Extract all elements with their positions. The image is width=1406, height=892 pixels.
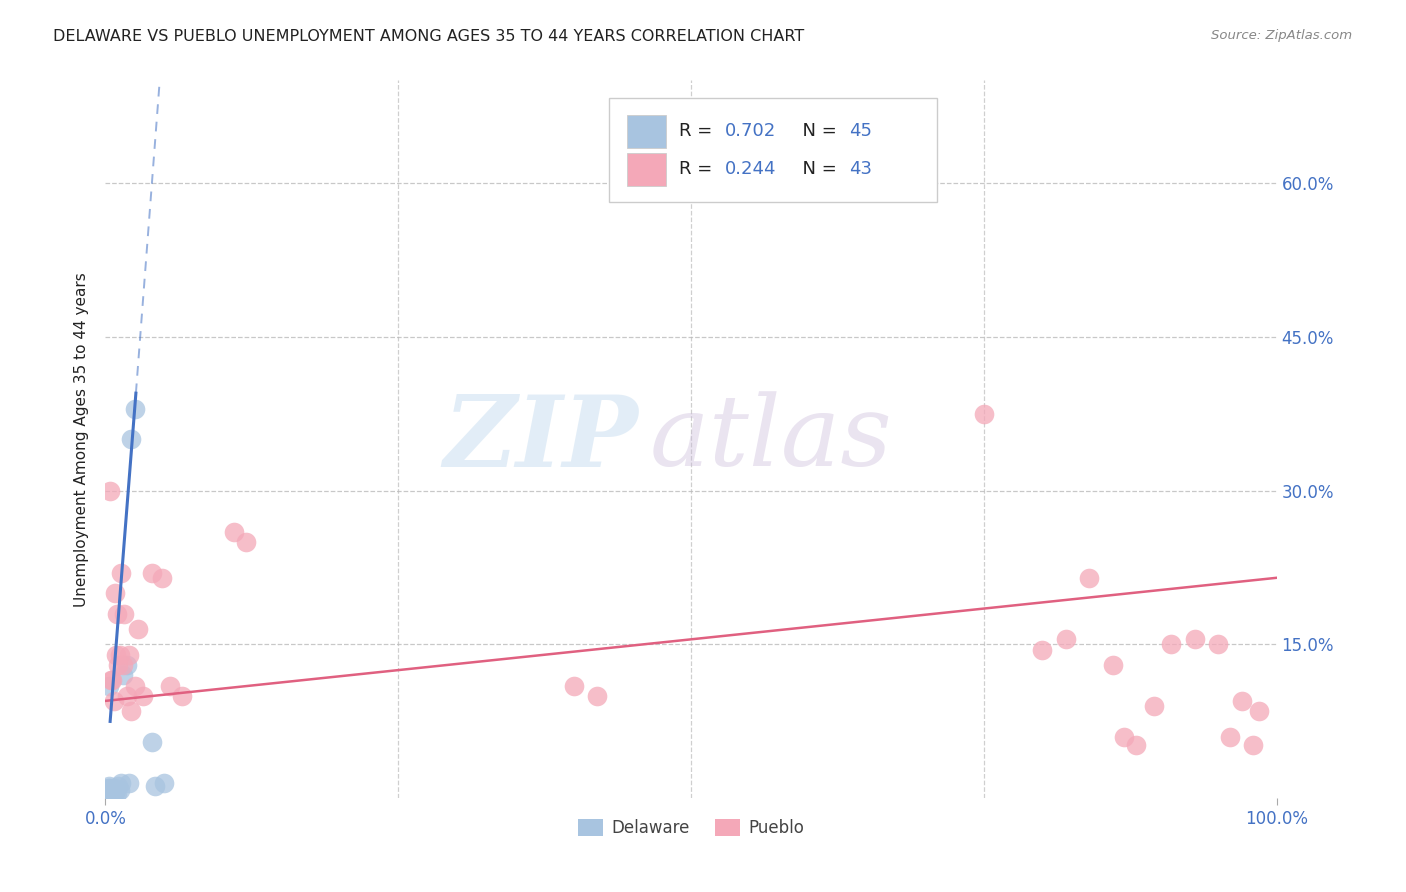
Point	[97, 783, 120, 797]
Point	[96, 786, 118, 800]
Point	[107, 658, 129, 673]
Point	[1230, 694, 1253, 708]
Point	[586, 689, 609, 703]
Point	[103, 784, 125, 798]
Text: 43: 43	[849, 161, 872, 178]
Point	[150, 571, 173, 585]
Point	[97, 785, 120, 799]
Point	[159, 678, 181, 692]
Point	[104, 781, 127, 796]
Point	[103, 787, 125, 801]
Point	[98, 784, 121, 798]
Text: 45: 45	[849, 122, 872, 140]
Point	[98, 781, 121, 796]
Point	[1249, 704, 1271, 718]
Point	[124, 401, 146, 416]
Point	[112, 607, 135, 621]
Point	[100, 673, 122, 688]
Text: R =: R =	[679, 122, 718, 140]
Point	[100, 782, 122, 797]
Point	[1125, 738, 1147, 752]
Point	[1219, 730, 1241, 744]
Point	[132, 689, 155, 703]
Point	[797, 155, 820, 169]
Point	[98, 787, 121, 801]
Point	[562, 678, 585, 692]
Point	[1206, 637, 1229, 651]
Point	[101, 783, 124, 797]
Text: 0.702: 0.702	[725, 122, 776, 140]
Point	[115, 689, 138, 703]
Text: atlas: atlas	[650, 392, 893, 487]
Text: DELAWARE VS PUEBLO UNEMPLOYMENT AMONG AGES 35 TO 44 YEARS CORRELATION CHART: DELAWARE VS PUEBLO UNEMPLOYMENT AMONG AG…	[53, 29, 804, 44]
Point	[100, 789, 122, 803]
Point	[141, 735, 163, 749]
Point	[1054, 632, 1077, 647]
FancyBboxPatch shape	[609, 98, 936, 202]
Point	[108, 648, 131, 662]
Point	[120, 433, 142, 447]
Point	[224, 524, 246, 539]
Text: R =: R =	[679, 161, 718, 178]
Point	[973, 407, 995, 421]
Point	[105, 786, 128, 800]
Point	[97, 781, 120, 796]
Point	[1114, 730, 1136, 744]
Point	[110, 566, 132, 580]
Point	[97, 789, 120, 803]
Point	[115, 658, 138, 673]
Point	[1184, 632, 1206, 647]
Point	[104, 785, 127, 799]
Point	[104, 586, 127, 600]
Point	[127, 622, 149, 636]
Point	[105, 607, 128, 621]
Y-axis label: Unemployment Among Ages 35 to 44 years: Unemployment Among Ages 35 to 44 years	[73, 272, 89, 607]
Point	[107, 779, 129, 793]
Point	[120, 704, 142, 718]
FancyBboxPatch shape	[627, 153, 666, 186]
Point	[97, 786, 120, 800]
Point	[97, 678, 120, 692]
Point	[1241, 738, 1264, 752]
Point	[111, 668, 134, 682]
Point	[235, 534, 257, 549]
Text: Source: ZipAtlas.com: Source: ZipAtlas.com	[1212, 29, 1353, 42]
Point	[97, 779, 120, 793]
FancyBboxPatch shape	[627, 115, 666, 148]
Text: N =: N =	[790, 122, 842, 140]
Point	[97, 789, 120, 804]
Point	[153, 776, 176, 790]
Point	[1143, 699, 1166, 714]
Point	[96, 783, 118, 797]
Point	[98, 483, 121, 498]
Point	[110, 776, 132, 790]
Text: N =: N =	[790, 161, 842, 178]
Text: 0.244: 0.244	[725, 161, 776, 178]
Point	[141, 566, 163, 580]
Point	[101, 673, 124, 688]
Point	[104, 783, 127, 797]
Point	[170, 689, 193, 703]
Point	[101, 786, 124, 800]
Point	[1031, 642, 1053, 657]
Point	[108, 783, 131, 797]
Point	[103, 694, 125, 708]
Point	[100, 785, 122, 799]
Legend: Delaware, Pueblo: Delaware, Pueblo	[571, 813, 811, 844]
Point	[124, 678, 146, 692]
Point	[1101, 658, 1123, 673]
Point	[143, 779, 166, 793]
Point	[1160, 637, 1182, 651]
Point	[111, 658, 134, 673]
Point	[104, 648, 127, 662]
Text: ZIP: ZIP	[443, 391, 638, 488]
Point	[118, 648, 141, 662]
Point	[1078, 571, 1101, 585]
Point	[118, 776, 141, 790]
